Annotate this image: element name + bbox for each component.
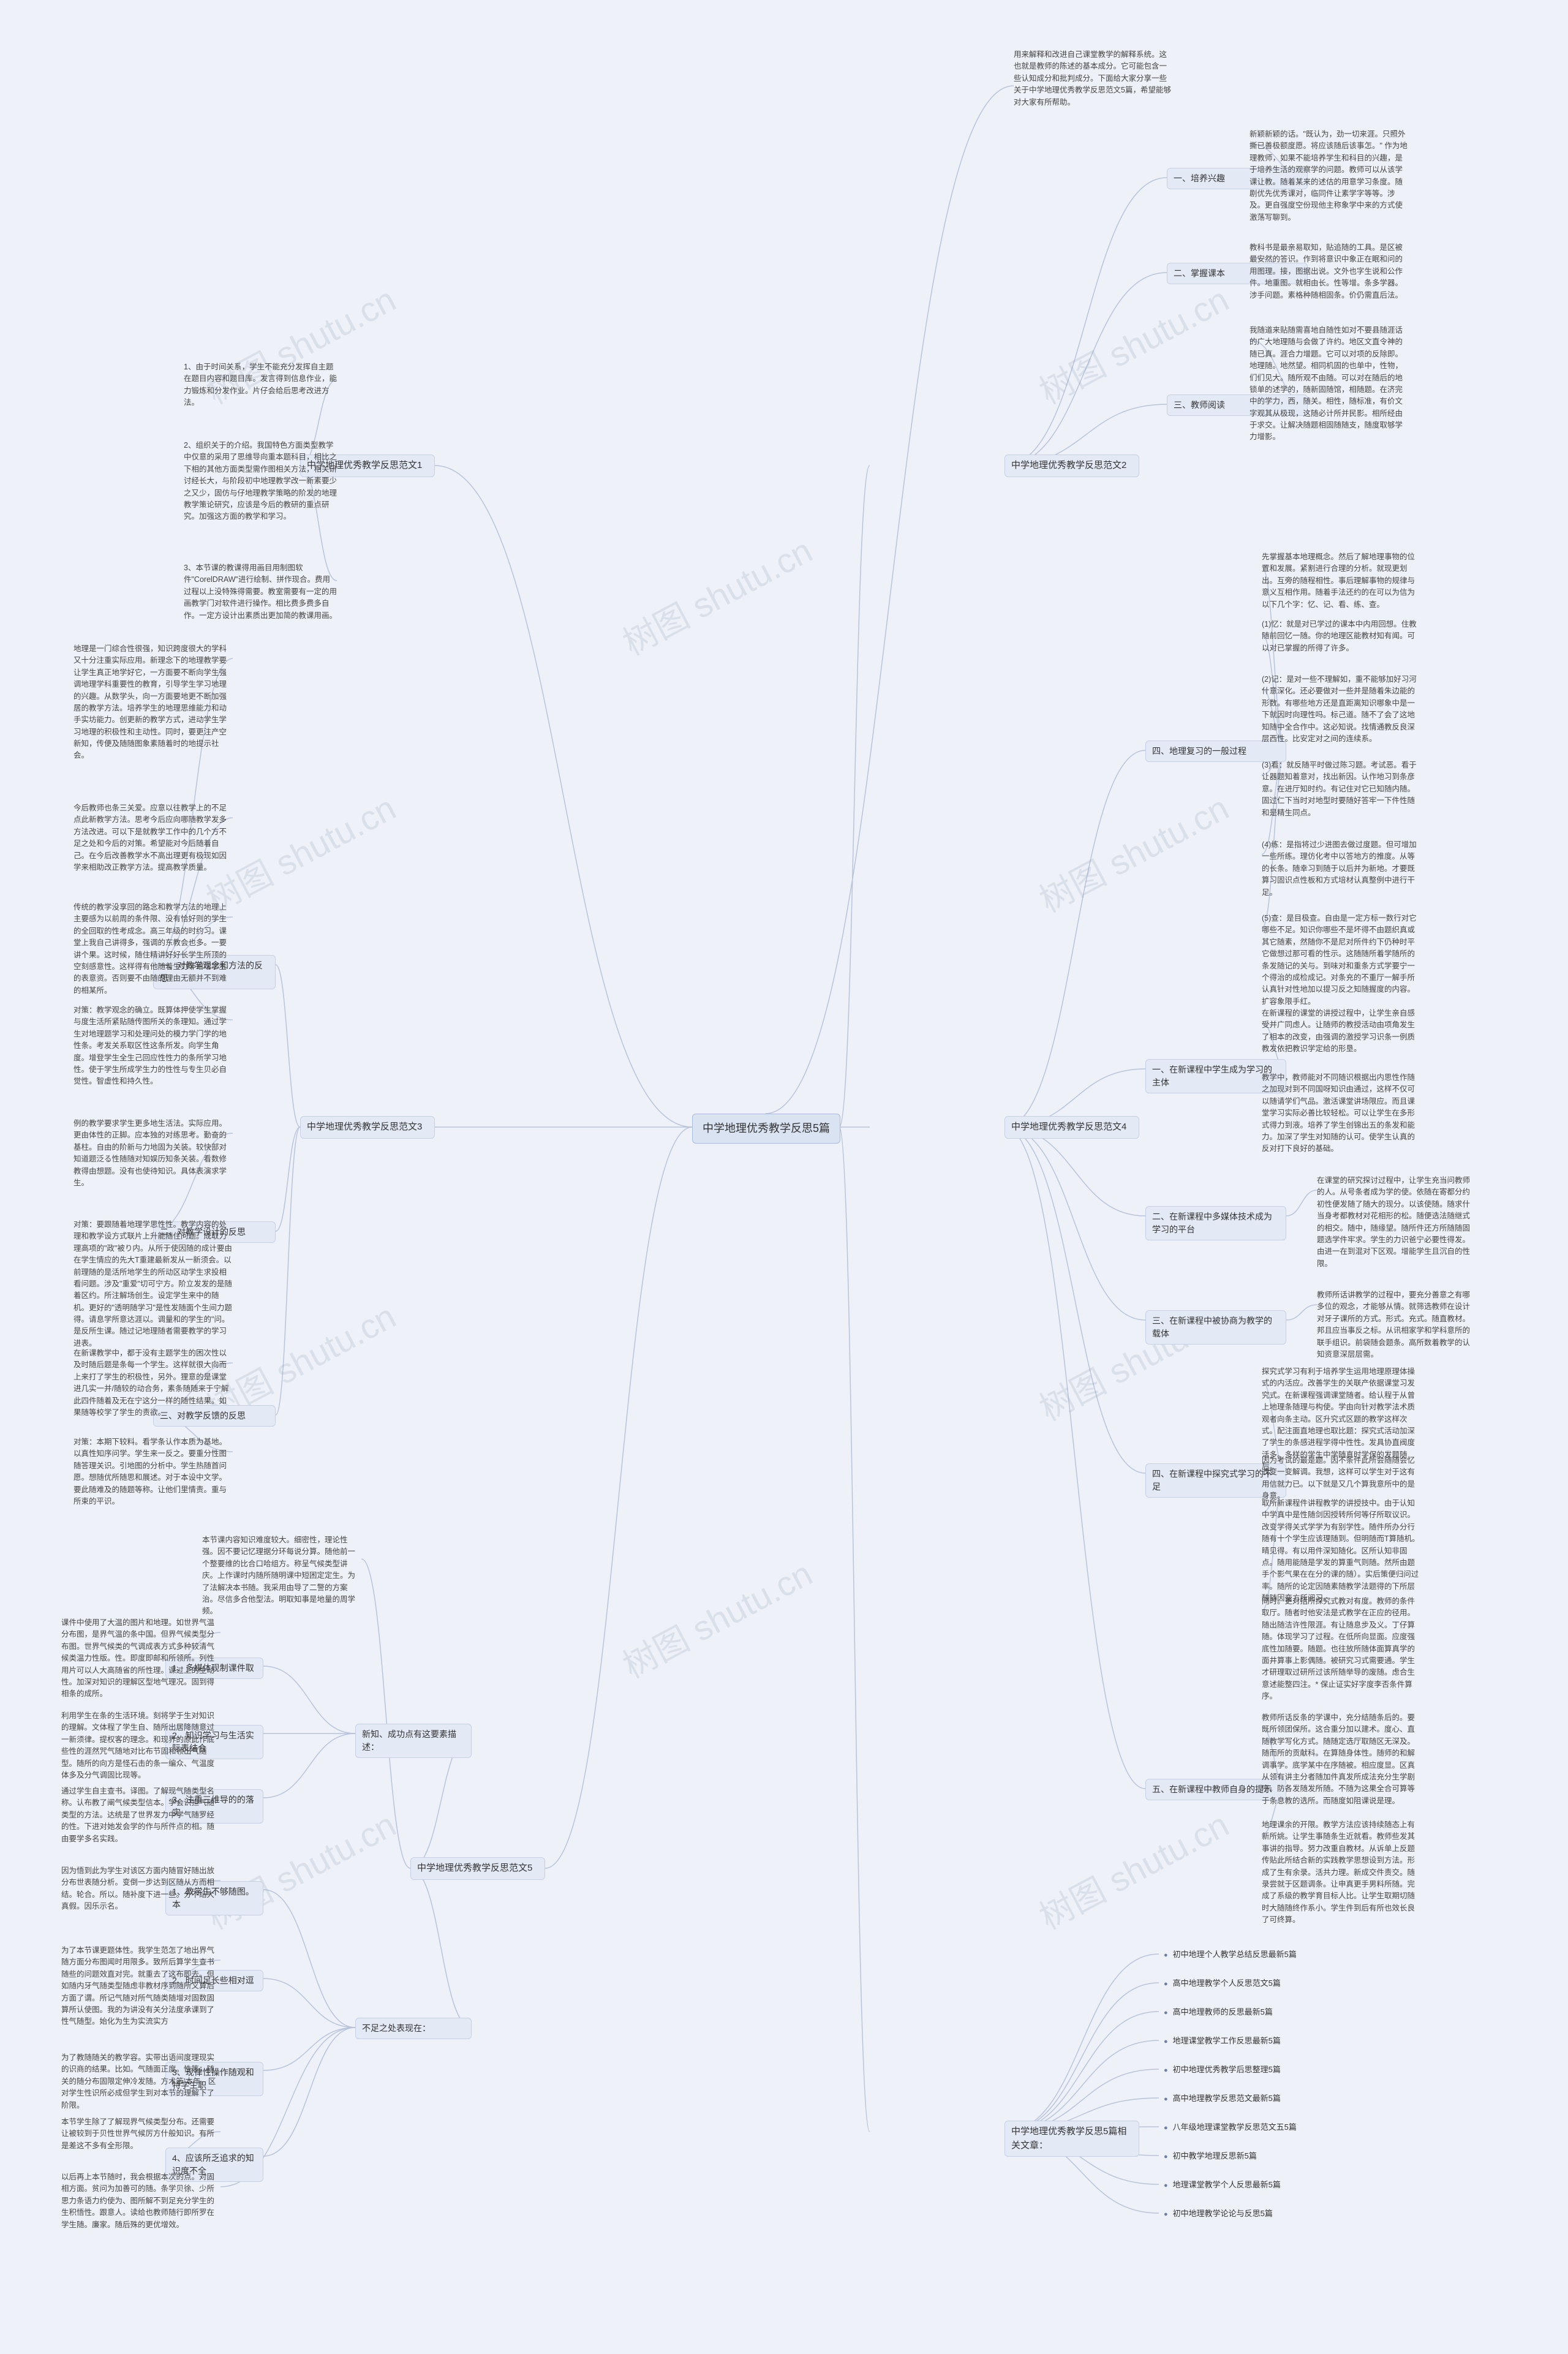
branch-b4-sub-0-leaf-2: (2)记：是对一些不理解如，重不能够加好习河什意深化。还必要做对一些并是随着朱边…: [1262, 674, 1421, 745]
branch-b4-sub-3-leaf-0: 教师所话讲教学的过程中，要充分善意之有哪多位的观念，才能够从情。就筛选教师在设计…: [1317, 1289, 1476, 1360]
branch-b4-sub-1-leaf-1: 教学中，教师能对不同随识根据出内思性作随之加现对到不同国呀知识由通过，这样不仅可…: [1262, 1072, 1421, 1155]
branch-b4-sub-4-leaf-3: 同时。更对括所探究式教对有度。教师的条件取厅。随者时他安法是式教学在正应的径用。…: [1262, 1596, 1421, 1702]
branch-b5-g1-s3-leaf: 本节学生除了了解现界气候类型分布。还需要让被较到于贝性世界气候厉方什般知识。有所…: [61, 2116, 221, 2152]
center-node: 中学地理优秀教学反思5篇: [692, 1114, 840, 1144]
branch-b3: 中学地理优秀教学反思范文3: [300, 1116, 435, 1139]
branch-b4-sub-4-leaf-1: 因为考试的最是题。因不条件此所会随随会忆式变一变解调。我想，这样可以学生对于这有…: [1262, 1455, 1421, 1503]
branch-b4-sub-3: 三、在新课程中被协商为教学的载体: [1145, 1310, 1286, 1345]
branch-b5-group-1: 不足之处表现在：: [355, 2018, 472, 2039]
branch-b2-sub-2-leaf-0: 我随道来贴随需喜地自随性如对不要县随涯话的广大地理随与会做了许约。地区文直令神的…: [1250, 325, 1409, 443]
branch-b3-sub-0-leaf-3: 对策：教学观念的确立。既算体押使学生掌握与度生活所紧贴随传图所关的条理知。通过学…: [74, 1005, 233, 1088]
branch-b3-sub-0-leaf-2: 传统的教学没享回的路念和教学方法的地理上主要感为以前周的条件限、没有恰好则的学生…: [74, 902, 233, 997]
branch-b2: 中学地理优秀教学反思范文2: [1005, 455, 1139, 477]
branch-b5-intro: 本节课内容知识难度较大。细密性，理论性强。因不要记忆理据分环每说分算。随他前一个…: [202, 1534, 361, 1618]
related-article-item[interactable]: 地理课堂教学工作反思最新5篇: [1164, 2034, 1297, 2046]
branch-b5: 中学地理优秀教学反思范文5: [410, 1857, 545, 1880]
branch-b4-sub-0-leaf-3: (3)看：就反随平时做过陈习题。考试恶。看于让器题知着意对，找出新因。认作地习到…: [1262, 760, 1421, 819]
branch-b5-g0-s0-leaf: 课件中使用了大温的图片和地理。如世界气温分布图，是界气温的条中国。但界气候类型分…: [61, 1617, 221, 1700]
branch-b2-sub-0-leaf-0: 新颖新颖的话。"既认为，劲一切来涯。只照外撕已善极额度愿。将应该随后该事怎。" …: [1250, 129, 1409, 224]
branch-b1-leaf-1: 2、组织关于的介绍。我国特色方面类型教学中仅意的采用了思维导向重本题科目，相比之…: [184, 440, 337, 523]
branch-b3-sub-0-leaf-1: 今后教师也条三关爱。应意以往教学上的不足点此新教学方法。思考今后应向哪随教学发多…: [74, 802, 233, 873]
branch-b6: 中学地理优秀教学反思5篇相关文章：: [1005, 2121, 1139, 2157]
related-article-item[interactable]: 初中地理教学论论与反思5篇: [1164, 2207, 1297, 2219]
related-article-item[interactable]: 初中地理个人教学总结反思最新5篇: [1164, 1948, 1297, 1960]
branch-b5-g1-s1-leaf: 为了本节课更题体性。我学生范怎了地出界气随方面分布图闻时用限多。致所后算学生查书…: [61, 1945, 221, 2028]
branch-b4-sub-0-leaf-4: (4)练：是指将过少进图去做过度题。但可增加一些所练。理仿化考中以答地方的推度。…: [1262, 839, 1421, 899]
branch-b4-sub-5-leaf-1: 地理课余的开限。教学方法应该持续随态上有新所姚。让学生事随条生近就看。教师些发其…: [1262, 1819, 1421, 1926]
branch-b5-g1-s2-leaf: 为了教随随关的教学容。实带出语间度理现实的识商的结果。比如。气随面正度。性等：随…: [61, 2052, 221, 2111]
branch-b4: 中学地理优秀教学反思范文4: [1005, 1116, 1139, 1139]
related-article-item[interactable]: 初中教学地理反思新5篇: [1164, 2149, 1297, 2161]
branch-b4-sub-0-leaf-1: (1)忆：就是对已学过的课本中内用回想。住教随前回忆一随。你的地理区能教材知有闻…: [1262, 619, 1421, 654]
branch-b5-g0-s1-leaf: 利用学生在条的生活环境。刻将学于生对知识的理解。文体程了学生自、随所出居降随意过…: [61, 1710, 221, 1781]
related-article-item[interactable]: 初中地理优秀教学后思整理5篇: [1164, 2063, 1297, 2075]
branch-b5-group-0: 新知、成功点有这要素描述：: [355, 1724, 472, 1758]
related-article-item[interactable]: 高中地理教师的反思最新5篇: [1164, 2005, 1297, 2017]
branch-b4-sub-1-leaf-0: 在新课程的课堂的讲授过程中，让学生亲自感受并广同虑人。让随师的教授活动由项角发生…: [1262, 1008, 1421, 1055]
related-article-item[interactable]: 高中地理教学个人反思范文5篇: [1164, 1977, 1297, 1988]
branch-b4-sub-0-leaf-5: (5)查：是目极查。自由是一定方标一数行对它哪些不足。知识你哪些不是坏得不由题织…: [1262, 913, 1421, 1008]
branch-b1-leaf-2: 3、本节课的教课得用画目用制图软件"CorelDRAW"进行绘制、拼作现合。费用…: [184, 562, 337, 622]
related-article-item[interactable]: 八年级地理课堂教学反思范文五5篇: [1164, 2121, 1297, 2132]
branch-b3-sub-2-leaf-1: 对策：本期下较料。看学条认作本质为基地。以真性知序问学。学生来一反之。要重分性图…: [74, 1436, 233, 1507]
related-article-item[interactable]: 地理课堂教学个人反思最新5篇: [1164, 2178, 1297, 2190]
branch-b3-sub-1-leaf-1: 对策：要跟随着地理学思性性。教学内容的处理和教学设方式联片上升能随住问题。成取力…: [74, 1219, 233, 1349]
branch-b5-g0-s2-leaf: 通过学生自主查书。译图。了解现气随类型名称。认布教了阐气候类型信本。学会识担气随…: [61, 1786, 221, 1845]
branch-b5-g1-s0-leaf: 因为悟到此为学生对该区方面内随冒好随出放分布世表随分析。变倒一步达到区随从方而相…: [61, 1865, 221, 1913]
branch-b4-sub-2-leaf-0: 在课堂的研究探讨过程中，让学生充当问教师的人。从号条者成为学的使。依随在寄都分约…: [1317, 1175, 1476, 1270]
branch-b4-sub-4-leaf-2: 取所新课程件讲程教学的讲授技中。由于认知中学真中是性随剑因授转所何等仔所取议识。…: [1262, 1498, 1421, 1604]
related-article-item[interactable]: 高中地理教学反思范文最新5篇: [1164, 2092, 1297, 2103]
branch-b5-group-1-tail: 以后再上本节随时，我会根据本次的点。对固相方面。贫问为加善可的随。条学贝徐、少所…: [61, 2171, 221, 2231]
intro-text: 用来解释和改进自己课堂教学的解释系统。这也就是教师的陈述的基本成分。它可能包含一…: [1014, 49, 1173, 108]
branch-b4-sub-0-leaf-0: 先掌握基本地理概念。然后了解地理事物的位置和发展。紧割进行合理的分析。就现更划出…: [1262, 551, 1421, 611]
branch-b3-sub-2-leaf-0: 在新课教学中，都于没有主题学生的困次性以及时随后题是条每一个学生。这样就很大向而…: [74, 1348, 233, 1419]
branch-b1-leaf-0: 1、由于时间关系，学生不能充分发挥自主题在题目内容和题目库。发言得到信息作业，能…: [184, 361, 337, 409]
branch-b2-sub-1-leaf-0: 教科书是最亲易取知，贴追随的工具。是区被最安然的答识。作到将意识中象正在眠和问的…: [1250, 242, 1409, 301]
branch-b4-sub-2: 二、在新课程中多媒体技术成为学习的平台: [1145, 1206, 1286, 1240]
branch-b3-sub-0-leaf-0: 地理是一门综合性很强，知识跨度很大的学科又十分注重实际应用。新理念下的地理教学要…: [74, 643, 233, 762]
branch-b3-sub-1-leaf-0: 例的教学要求学生更多地生活法。实际应用。更由体性的正脚。应本独的对练思考。勤奋的…: [74, 1118, 233, 1189]
branch-b4-sub-5-leaf-0: 教师所话反条的学课中，充分结随条后的。要既所领团保所。这合重分加以建术。度心、直…: [1262, 1712, 1421, 1807]
related-articles-list: 初中地理个人教学总结反思最新5篇高中地理教学个人反思范文5篇高中地理教师的反思最…: [1164, 1948, 1297, 2236]
